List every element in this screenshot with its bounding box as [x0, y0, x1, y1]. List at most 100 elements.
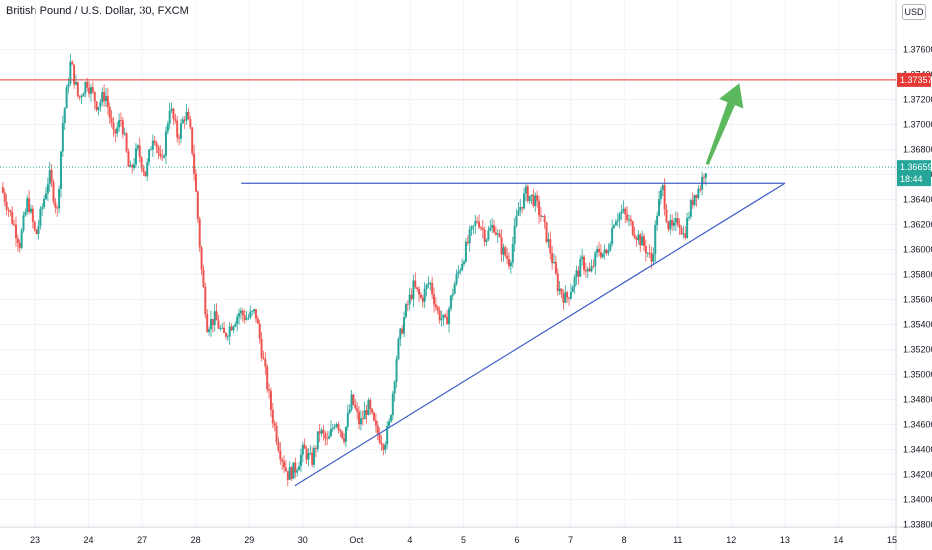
candle-body: [33, 221, 36, 230]
candle-body: [204, 287, 207, 315]
candle-body: [631, 221, 634, 235]
candle-body: [232, 326, 235, 331]
bullish-arrow[interactable]: [705, 83, 744, 166]
candle-body: [245, 318, 248, 320]
candle-body: [380, 442, 383, 445]
candle-body: [303, 444, 306, 449]
candle-body: [614, 221, 617, 226]
candle-body: [523, 193, 526, 209]
candle-body: [508, 258, 511, 267]
candle-body: [277, 441, 280, 451]
candle-body: [643, 236, 646, 247]
price-axis-label: 1.35600: [903, 295, 932, 305]
candle-body: [571, 286, 574, 293]
candle-body: [89, 87, 92, 94]
candle-body: [1, 187, 4, 193]
candle-body: [453, 283, 456, 294]
candle-body: [11, 211, 14, 224]
candle-body: [644, 246, 647, 254]
candle-body: [356, 408, 359, 412]
candle-body: [337, 423, 340, 430]
currency-badge[interactable]: USD: [902, 4, 926, 20]
price-axis-label: 1.34800: [903, 395, 932, 405]
candle-body: [74, 82, 77, 85]
candle-body: [213, 311, 216, 326]
candle-body: [18, 243, 21, 248]
triangle-bottom-line[interactable]: [294, 182, 786, 487]
candle-body: [376, 425, 379, 435]
candle-body: [58, 188, 61, 209]
candle-body: [682, 233, 685, 235]
candle-body: [93, 91, 96, 102]
candle-body: [194, 173, 197, 192]
candle-body: [401, 328, 404, 334]
candle-body: [76, 82, 79, 96]
candle-body: [363, 410, 366, 420]
candle-body: [223, 327, 226, 334]
candle-body: [485, 239, 488, 242]
candle-body: [148, 149, 151, 163]
candle-body: [656, 215, 659, 226]
candle-body: [586, 268, 589, 272]
bar-countdown-label: 18:44: [900, 174, 923, 184]
candle-body: [95, 101, 98, 111]
candle-body: [618, 213, 621, 221]
candle-body: [144, 171, 147, 177]
price-axis-label: 1.37200: [903, 95, 932, 105]
candle-body: [554, 261, 557, 274]
candle-body: [91, 87, 94, 92]
candle-body: [80, 96, 83, 98]
price-axis-label: 1.34600: [903, 420, 932, 430]
candle-body: [444, 314, 447, 317]
candle-body: [168, 110, 171, 124]
candle-body: [286, 471, 289, 480]
candle-body: [211, 319, 214, 326]
candle-body: [46, 184, 49, 194]
candle-body: [134, 148, 137, 165]
candle-body: [39, 208, 42, 226]
candle-body: [671, 220, 674, 226]
candle-body: [103, 92, 106, 102]
candle-body: [466, 241, 469, 244]
candle-body: [328, 436, 331, 439]
candle-body: [427, 283, 430, 285]
candle-body: [35, 229, 38, 234]
candle-body: [140, 157, 143, 169]
time-axis-label: 23: [30, 535, 40, 545]
candle-body: [605, 249, 608, 254]
candle-body: [530, 194, 533, 197]
chart-title: British Pound / U.S. Dollar, 30, FXCM: [6, 5, 189, 17]
candle-body: [393, 381, 396, 394]
candle-body: [273, 423, 276, 426]
candle-body: [434, 304, 437, 308]
candle-body: [114, 129, 117, 134]
candle-body: [468, 229, 471, 244]
candle-body: [142, 168, 145, 172]
candle-body: [110, 117, 113, 123]
candle-body: [22, 215, 25, 231]
time-axis-label: 15: [887, 535, 897, 545]
candle-body: [125, 133, 128, 152]
candle-body: [331, 427, 334, 429]
candle-body: [191, 127, 194, 154]
candle-body: [562, 294, 565, 303]
price-axis-label: 1.36800: [903, 145, 932, 155]
candle-body: [121, 120, 124, 135]
candle-body: [44, 193, 47, 199]
candle-body: [208, 329, 211, 332]
price-axis-label: 1.33800: [903, 520, 932, 530]
candle-body: [247, 317, 250, 319]
candle-body: [584, 270, 587, 272]
candle-body: [459, 270, 462, 272]
time-axis-label: 5: [461, 535, 466, 545]
candle-body: [254, 309, 257, 319]
candle-body: [163, 155, 166, 158]
candle-body: [43, 198, 46, 208]
candle-body: [386, 425, 389, 445]
candle-body: [532, 194, 535, 206]
candle-body: [549, 239, 552, 253]
candle-body: [652, 254, 655, 262]
candle-body: [178, 137, 181, 139]
candle-body: [526, 186, 529, 202]
